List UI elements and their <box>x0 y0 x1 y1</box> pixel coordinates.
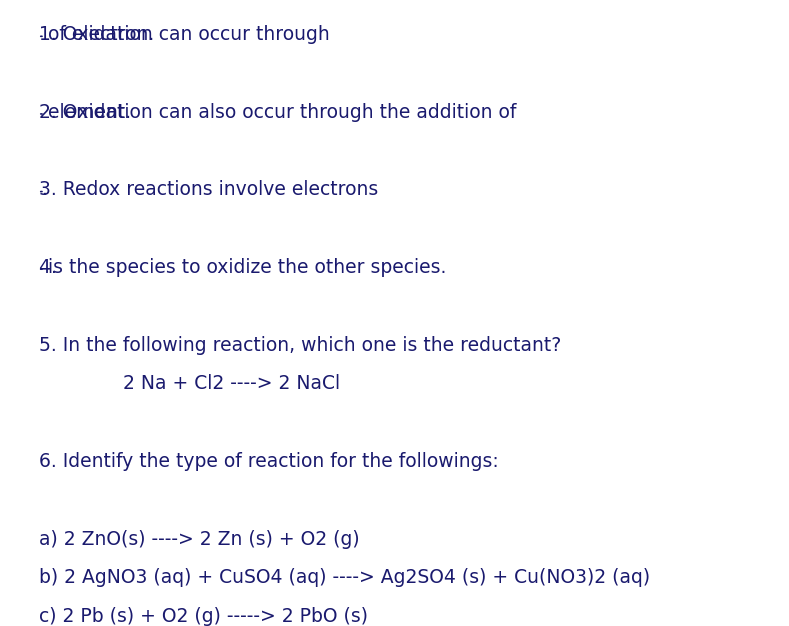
Text: 2 Na + Cl2 ----> 2 NaCl: 2 Na + Cl2 ----> 2 NaCl <box>39 374 341 393</box>
Text: .: . <box>42 180 48 199</box>
Text: element.: element. <box>42 103 131 121</box>
Text: of electron.: of electron. <box>42 25 155 44</box>
Text: c) 2 Pb (s) + O2 (g) -----> 2 PbO (s): c) 2 Pb (s) + O2 (g) -----> 2 PbO (s) <box>39 607 368 626</box>
Text: b) 2 AgNO3 (aq) + CuSO4 (aq) ----> Ag2SO4 (s) + Cu(NO3)2 (aq): b) 2 AgNO3 (aq) + CuSO4 (aq) ----> Ag2SO… <box>39 568 651 587</box>
Text: 3. Redox reactions involve electrons: 3. Redox reactions involve electrons <box>39 180 385 199</box>
Text: 6. Identify the type of reaction for the followings:: 6. Identify the type of reaction for the… <box>39 452 499 471</box>
Text: a) 2 ZnO(s) ----> 2 Zn (s) + O2 (g): a) 2 ZnO(s) ----> 2 Zn (s) + O2 (g) <box>39 530 360 548</box>
Text: 2. Oxidation can also occur through the addition of: 2. Oxidation can also occur through the … <box>39 103 523 121</box>
Text: 4.: 4. <box>39 258 63 277</box>
Text: 5. In the following reaction, which one is the reductant?: 5. In the following reaction, which one … <box>39 336 562 354</box>
Text: is the species to oxidize the other species.: is the species to oxidize the other spec… <box>42 258 447 277</box>
Text: 1. Oxidation can occur through: 1. Oxidation can occur through <box>39 25 336 44</box>
